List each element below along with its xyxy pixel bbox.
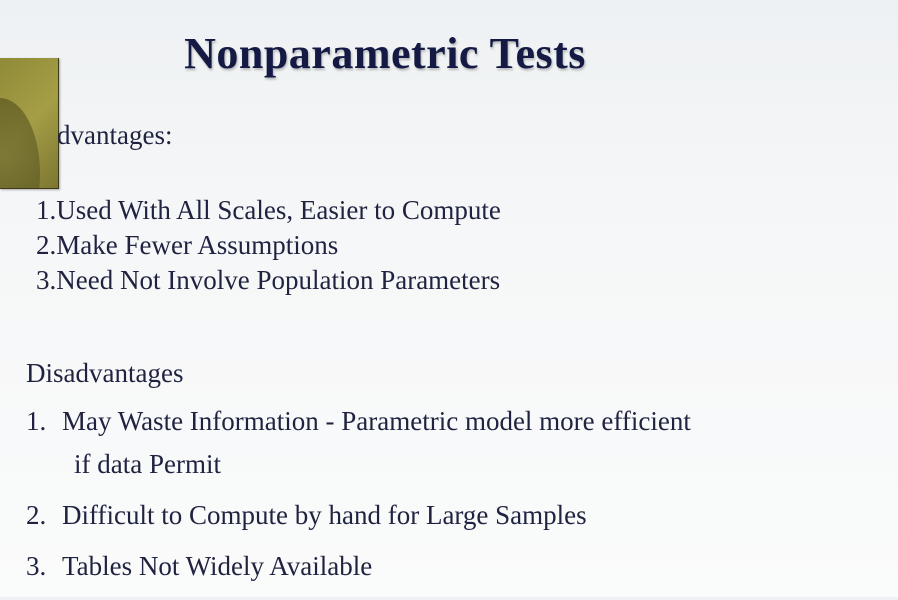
disadvantage-text: Difficult to Compute by hand for Large S… <box>62 500 587 530</box>
disadvantage-continuation: if data Permit <box>74 449 221 479</box>
disadvantage-number: 3. <box>26 551 47 581</box>
advantage-item-2: 2.Make Fewer Assumptions <box>36 230 339 260</box>
disadvantages-list: 1. May Waste Information - Parametric mod… <box>26 404 691 600</box>
webcam-overlay <box>0 58 59 189</box>
slide-title: Nonparametric Tests <box>184 29 586 78</box>
disadvantage-text: Tables Not Widely Available <box>62 551 373 581</box>
disadvantage-item-2: 2. Difficult to Compute by hand for Large… <box>26 498 691 532</box>
disadvantage-item-1: 1. May Waste Information - Parametric mod… <box>26 404 691 481</box>
advantage-item-1: 1.Used With All Scales, Easier to Comput… <box>36 195 501 225</box>
webcam-person-image <box>0 98 40 188</box>
disadvantage-number: 1. <box>26 406 47 436</box>
advantage-item-3: 3.Need Not Involve Population Parameters <box>36 265 501 295</box>
advantages-heading: dvantages: <box>57 120 173 150</box>
disadvantage-item-3: 3. Tables Not Widely Available <box>26 549 691 583</box>
advantages-list: 1.Used With All Scales, Easier to Comput… <box>36 193 501 298</box>
disadvantages-heading: Disadvantages <box>26 358 184 388</box>
disadvantage-number: 2. <box>26 500 47 530</box>
disadvantage-text: May Waste Information - Parametric model… <box>62 406 691 436</box>
